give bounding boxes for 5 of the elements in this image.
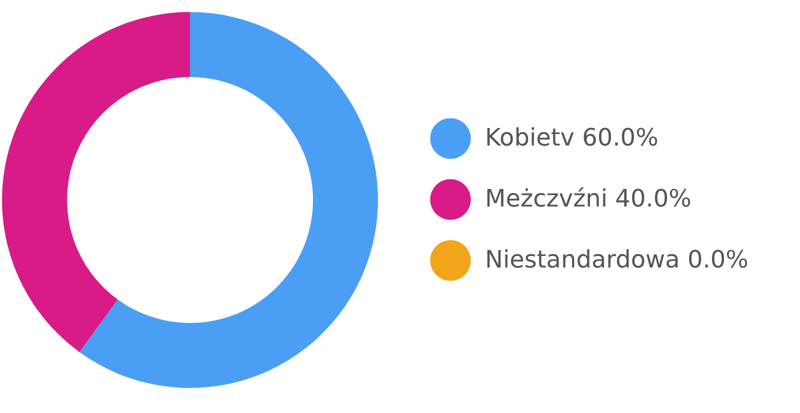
legend-label: Niestandardowa 0.0% xyxy=(485,246,748,274)
legend-label: Kobietv 60.0% xyxy=(485,124,658,152)
donut-slice xyxy=(79,12,378,388)
donut-slice xyxy=(2,12,190,352)
legend-label: Meżczvźni 40.0% xyxy=(485,184,692,212)
